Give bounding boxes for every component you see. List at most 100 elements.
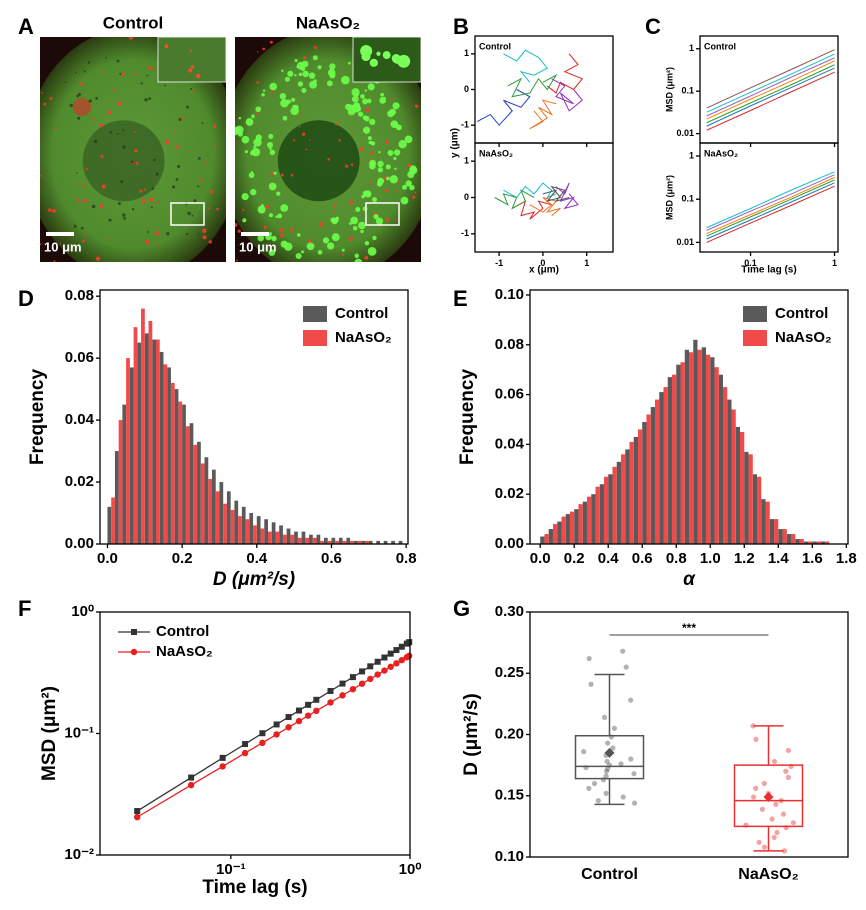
histogram-bar: [637, 429, 643, 544]
dark-speckle: [175, 178, 179, 181]
marker: [259, 730, 266, 737]
condensate: [287, 70, 294, 77]
histogram-bar: [608, 474, 613, 544]
histogram-bar: [782, 529, 787, 544]
y-tick-label: 0.01: [676, 128, 694, 138]
condensate: [282, 115, 288, 121]
data-point: [785, 774, 791, 780]
dark-speckle: [69, 103, 73, 108]
histogram-bar: [565, 514, 570, 544]
data-point: [604, 758, 610, 765]
condensate: [261, 93, 265, 97]
y-axis-label: Frequency: [457, 369, 478, 466]
speckle: [360, 163, 363, 166]
histogram-bar: [167, 367, 171, 544]
condensate: [385, 164, 391, 170]
condensate: [268, 133, 274, 139]
histogram-bar: [544, 534, 549, 544]
condensate: [352, 226, 358, 231]
histogram-bar: [156, 339, 160, 544]
data-point: [600, 777, 607, 783]
condensate: [248, 172, 255, 179]
speckle: [101, 184, 107, 189]
image-title: NaAsO₂: [296, 13, 360, 32]
condensate: [393, 149, 401, 156]
speckle: [215, 144, 217, 147]
speckle: [299, 113, 302, 116]
dark-speckle: [116, 59, 120, 63]
histogram-bar: [294, 531, 298, 544]
dark-speckle: [146, 74, 149, 77]
condensate: [368, 140, 372, 145]
histogram-bar: [282, 534, 287, 544]
histogram-bar: [591, 494, 596, 544]
histogram-bar: [795, 539, 800, 544]
x-tick-label: 1.8: [836, 550, 857, 567]
condensate: [298, 72, 303, 77]
condensate: [261, 204, 264, 207]
histogram-bar: [335, 540, 339, 544]
histogram-bar: [820, 541, 826, 544]
histogram-bar: [275, 531, 280, 544]
marker: [295, 707, 302, 714]
condensate: [296, 233, 301, 237]
inset-spot: [191, 65, 195, 69]
y-tick-label: 0.25: [495, 664, 524, 681]
condensate: [308, 72, 316, 79]
condensate: [273, 171, 277, 175]
marker: [393, 660, 400, 667]
panel-title: Control: [479, 41, 511, 51]
x-tick-label: 0.4: [246, 550, 268, 567]
histogram-bar: [365, 540, 369, 544]
histogram-bar: [256, 516, 261, 544]
dark-speckle: [197, 232, 200, 235]
condensate: [276, 191, 281, 196]
zoom-box: [170, 202, 205, 226]
data-point: [781, 848, 788, 854]
x-tick-label: 0.6: [632, 550, 653, 567]
condensate: [394, 167, 397, 171]
marker: [133, 813, 141, 821]
condensate: [369, 162, 376, 170]
data-point: [618, 761, 624, 767]
speckle: [384, 189, 388, 193]
histogram-bar: [735, 426, 741, 544]
dark-speckle: [140, 82, 143, 85]
marker: [367, 663, 374, 670]
marker: [398, 656, 406, 664]
histogram-bar: [189, 423, 194, 544]
inset-spot: [369, 58, 378, 67]
zoom-box: [365, 202, 400, 226]
trajectory: [555, 182, 579, 210]
dark-speckle: [186, 105, 190, 109]
y-axis-label: D (μm²/s): [461, 693, 482, 775]
histogram-bar: [114, 451, 119, 544]
marker: [313, 696, 320, 703]
dark-speckle: [148, 97, 151, 100]
condensate: [235, 126, 240, 136]
speckle: [349, 200, 354, 205]
marker: [374, 671, 381, 678]
dark-speckle: [88, 99, 92, 103]
dark-speckle: [147, 230, 150, 233]
histogram-bar: [301, 531, 306, 544]
msd-curve: [706, 71, 835, 131]
marker: [387, 663, 394, 670]
histogram-bar: [727, 399, 732, 544]
x-axis-label: Time lag (s): [202, 877, 307, 898]
dark-speckle: [151, 187, 155, 190]
inset-spot: [361, 52, 371, 62]
speckle: [216, 207, 219, 211]
plot-frame: [529, 611, 849, 858]
speckle: [262, 47, 266, 51]
dark-speckle: [77, 116, 81, 120]
speckle: [172, 148, 174, 150]
data-point: [588, 681, 594, 687]
condensate: [253, 138, 262, 147]
speckle: [293, 139, 296, 142]
condensate: [333, 217, 339, 223]
histogram-bar: [182, 404, 186, 544]
condensate: [302, 70, 309, 78]
data-point: [780, 811, 787, 817]
marker: [358, 680, 366, 687]
